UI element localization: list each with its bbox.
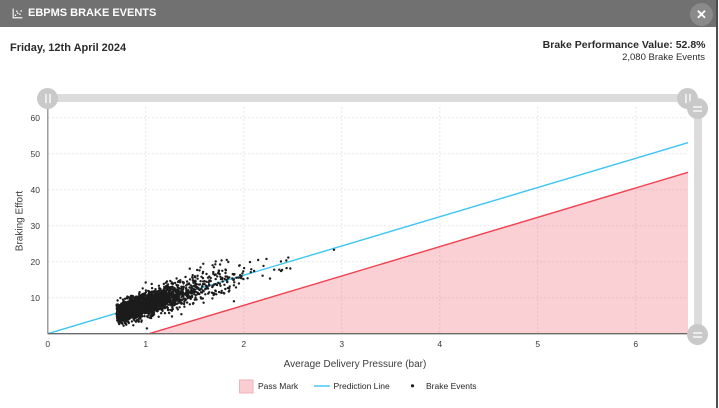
- svg-text:40: 40: [31, 185, 41, 195]
- svg-text:6: 6: [633, 339, 638, 349]
- svg-text:2: 2: [241, 339, 246, 349]
- svg-text:1: 1: [143, 339, 148, 349]
- svg-text:5: 5: [535, 339, 540, 349]
- svg-text:3: 3: [339, 339, 344, 349]
- svg-text:Pass Mark: Pass Mark: [258, 381, 299, 391]
- svg-text:Brake Events: Brake Events: [426, 381, 477, 391]
- svg-text:60: 60: [31, 113, 41, 123]
- svg-text:4: 4: [437, 339, 442, 349]
- svg-text:20: 20: [31, 257, 41, 267]
- svg-text:10: 10: [31, 293, 41, 303]
- svg-text:30: 30: [31, 221, 41, 231]
- svg-text:0: 0: [45, 339, 50, 349]
- svg-text:Average Delivery Pressure (bar: Average Delivery Pressure (bar): [284, 359, 427, 370]
- svg-text:Braking Effort: Braking Effort: [15, 191, 26, 252]
- svg-text:50: 50: [31, 149, 41, 159]
- svg-text:Prediction Line: Prediction Line: [334, 381, 391, 391]
